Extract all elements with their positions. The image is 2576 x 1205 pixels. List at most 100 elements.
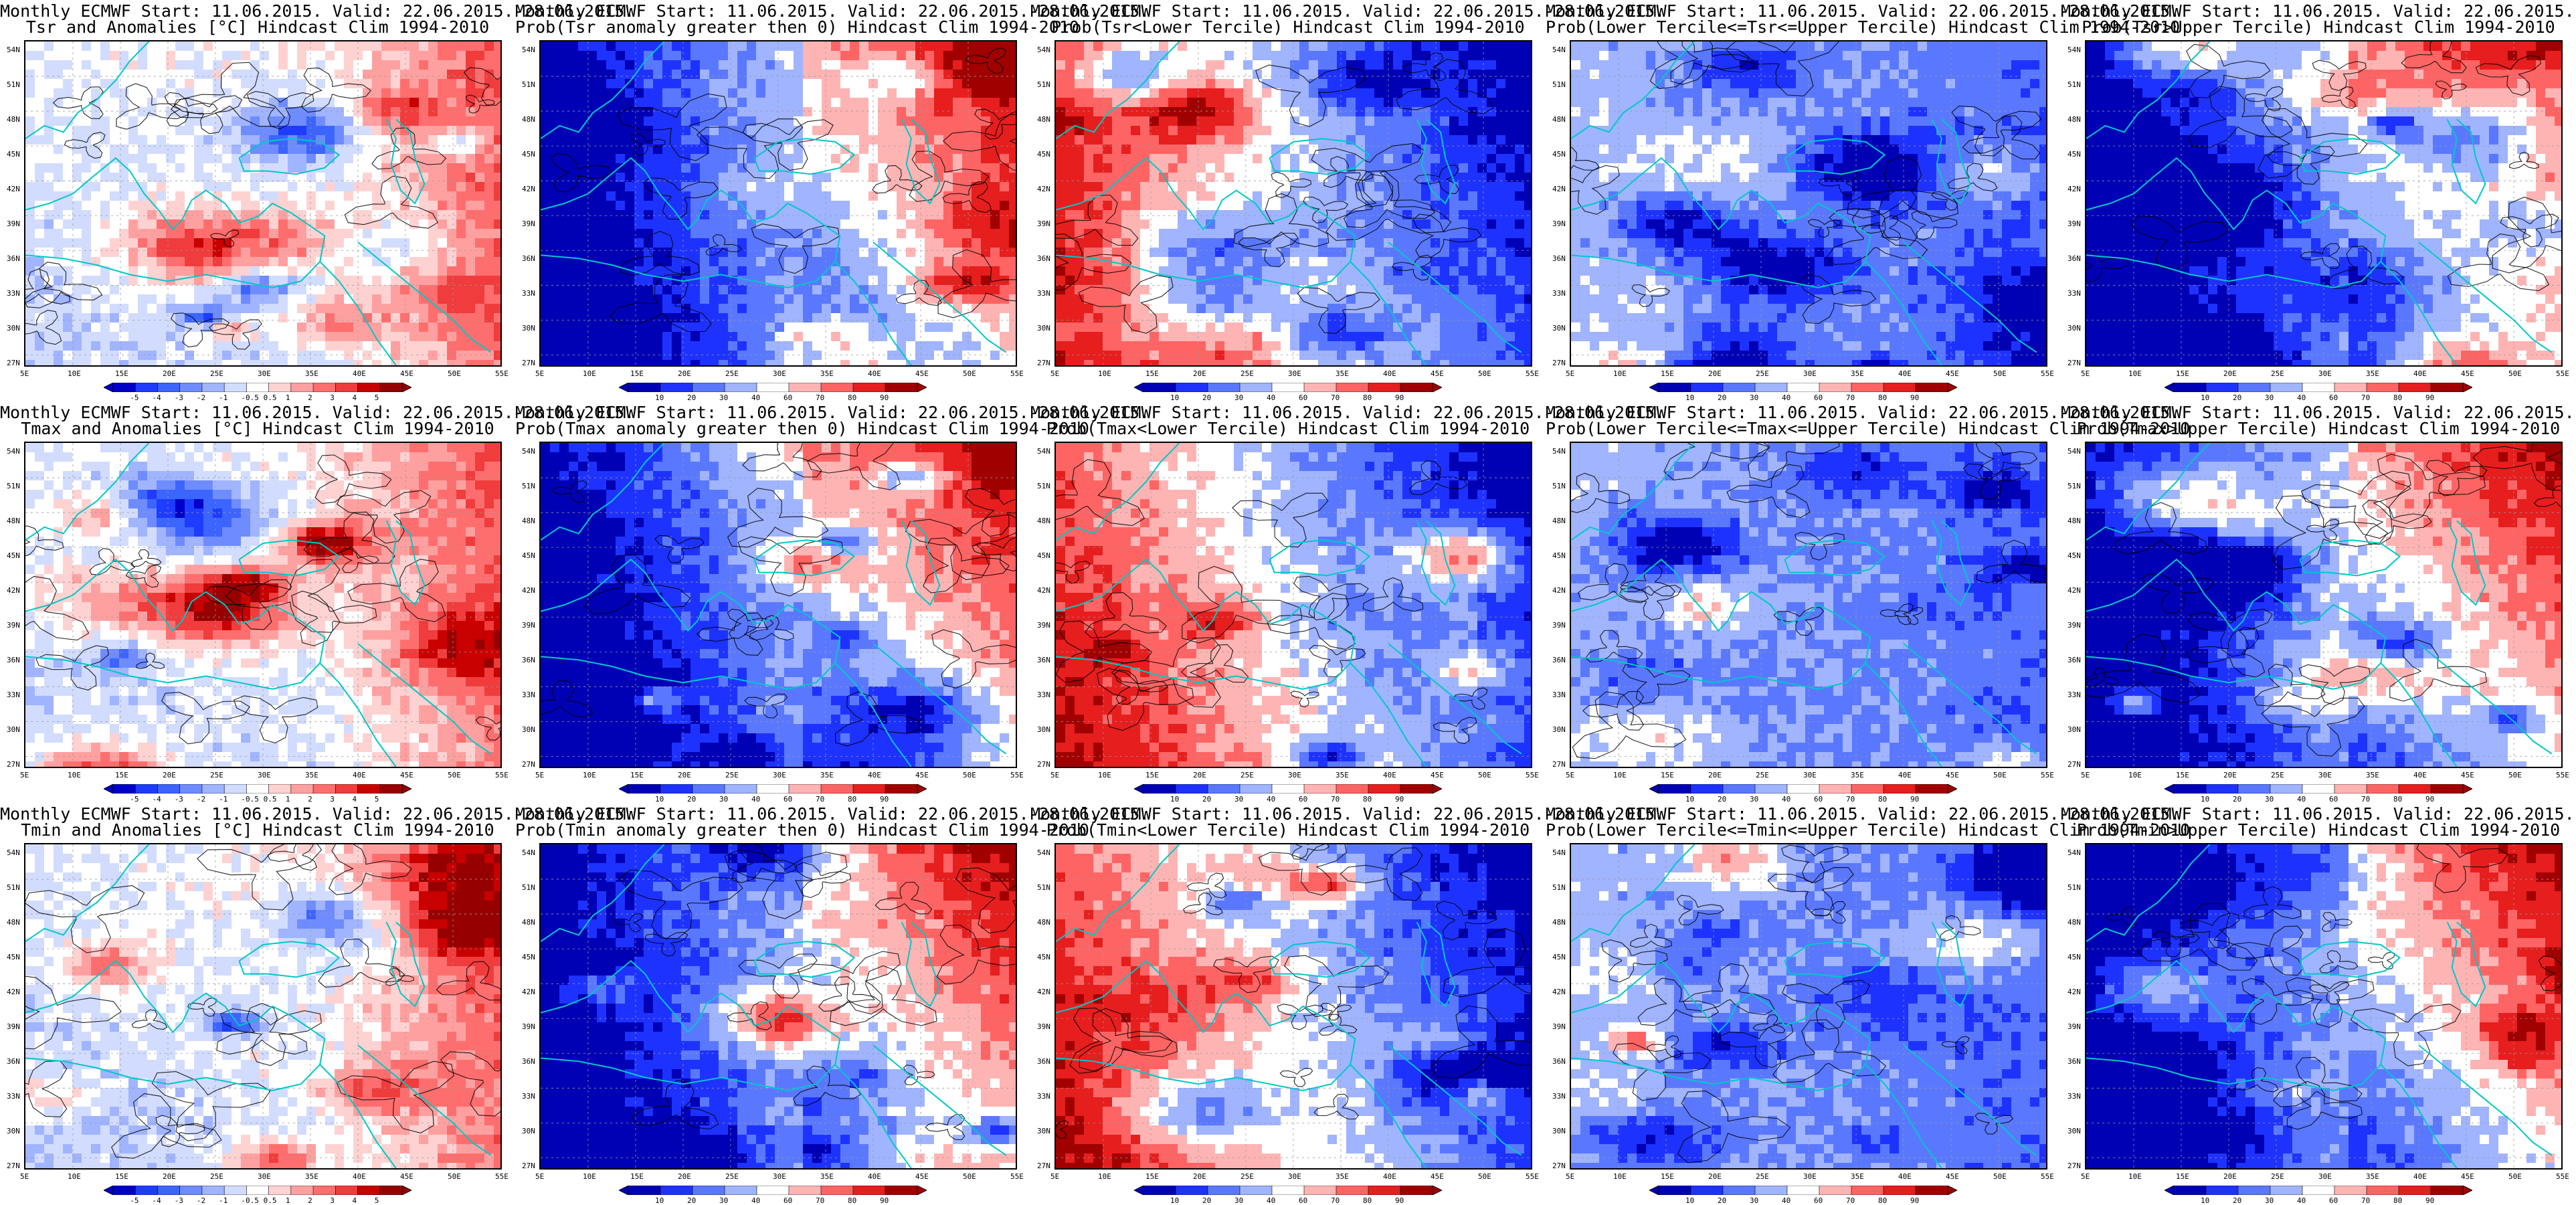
longitude-label: 10E: [1098, 771, 1111, 779]
longitude-label: 50E: [1993, 1172, 2007, 1181]
map-field: [2085, 442, 2563, 768]
map-panel: Monthly ECMWF Start: 11.06.2015. Valid: …: [2061, 803, 2576, 1204]
longitude-label: 55E: [2556, 1172, 2569, 1181]
longitude-label: 20E: [678, 1172, 691, 1181]
longitude-label: 5E: [1050, 369, 1059, 378]
colorbar-label: 80: [2393, 1196, 2402, 1205]
colorbar-label: 60: [1814, 1196, 1823, 1205]
latitude-label: 54N: [1552, 447, 1566, 456]
longitude-label: 35E: [1336, 771, 1349, 779]
latitude-label: 27N: [7, 359, 20, 367]
longitude-label: 20E: [163, 771, 176, 779]
latitude-label: 30N: [1552, 1127, 1566, 1135]
longitude-label: 25E: [2271, 369, 2284, 378]
longitude-label: 20E: [1193, 771, 1206, 779]
longitude-label: 15E: [2176, 771, 2189, 779]
colorbar: [1649, 383, 1957, 392]
latitude-label: 33N: [522, 1092, 535, 1101]
longitude-label: 30E: [258, 369, 271, 378]
longitude-label: 20E: [163, 1172, 176, 1181]
latitude-label: 30N: [522, 1127, 535, 1135]
longitude-label: 10E: [1098, 1172, 1111, 1181]
longitude-label: 15E: [1661, 369, 1674, 378]
longitude-label: 45E: [400, 369, 413, 378]
panel-title-line2: Prob(Tsr anomaly greater then 0) Hindcas…: [515, 19, 1030, 36]
longitude-label: 15E: [115, 771, 128, 779]
longitude-label: 30E: [773, 1172, 786, 1181]
colorbar-label: 20: [2233, 1196, 2241, 1205]
colorbar-label: 10: [1685, 1196, 1694, 1205]
latitude-label: 54N: [1037, 447, 1050, 456]
colorbar: [619, 383, 927, 392]
longitude-label: 25E: [210, 771, 223, 779]
longitude-label: 45E: [1946, 1172, 1959, 1181]
longitude-label: 10E: [583, 1172, 596, 1181]
longitude-label: 55E: [1010, 369, 1024, 378]
latitude-label: 48N: [522, 517, 535, 525]
colorbar-label: 10: [2201, 1196, 2209, 1205]
latitude-label: 27N: [2067, 1162, 2081, 1170]
latitude-label: 45N: [7, 953, 20, 961]
latitude-label: 51N: [1552, 80, 1566, 89]
longitude-label: 20E: [163, 369, 176, 378]
map-field: [2085, 843, 2563, 1170]
longitude-label: 5E: [2081, 369, 2090, 378]
latitude-label: 39N: [2067, 219, 2081, 228]
latitude-label: 54N: [1552, 848, 1566, 857]
longitude-label: 25E: [1240, 771, 1254, 779]
map-field: [24, 442, 502, 768]
longitude-label: 15E: [2176, 369, 2189, 378]
latitude-label: 51N: [2067, 482, 2081, 490]
colorbar-label: 30: [1750, 1196, 1758, 1205]
map-field: [24, 843, 502, 1170]
latitude-label: 36N: [522, 254, 535, 263]
longitude-label: 15E: [1145, 369, 1159, 378]
latitude-label: 54N: [7, 848, 20, 857]
longitude-label: 50E: [1993, 771, 2007, 779]
latitude-label: 27N: [1552, 760, 1566, 769]
longitude-label: 55E: [2556, 771, 2569, 779]
latitude-label: 30N: [7, 324, 20, 333]
latitude-label: 39N: [1552, 219, 1566, 228]
colorbar-label: 20: [1202, 1196, 1211, 1205]
longitude-label: 40E: [1383, 771, 1396, 779]
latitude-label: 30N: [1037, 324, 1050, 333]
colorbar-label: 60: [1299, 1196, 1307, 1205]
longitude-label: 30E: [2318, 771, 2332, 779]
colorbar: [104, 1186, 411, 1195]
latitude-label: 36N: [1037, 656, 1050, 664]
colorbar-label: 90: [2425, 1196, 2434, 1205]
latitude-label: 51N: [1552, 883, 1566, 892]
map-field: [539, 40, 1017, 367]
latitude-label: 54N: [2067, 447, 2081, 456]
colorbar-label: 70: [1846, 1196, 1855, 1205]
latitude-label: 54N: [7, 45, 20, 54]
longitude-label: 10E: [1613, 369, 1627, 378]
latitude-label: 42N: [2067, 988, 2081, 996]
map-panel: Monthly ECMWF Start: 11.06.2015. Valid: …: [0, 401, 515, 803]
longitude-label: 30E: [2318, 369, 2332, 378]
map-panel: Monthly ECMWF Start: 11.06.2015. Valid: …: [1030, 803, 1546, 1204]
latitude-label: 51N: [1037, 80, 1050, 89]
longitude-label: 10E: [1613, 771, 1627, 779]
longitude-label: 35E: [2366, 369, 2379, 378]
longitude-label: 45E: [1431, 1172, 1444, 1181]
longitude-label: 15E: [2176, 1172, 2189, 1181]
latitude-label: 45N: [1037, 150, 1050, 159]
latitude-label: 48N: [7, 517, 20, 525]
latitude-label: 30N: [7, 1127, 20, 1135]
latitude-label: 30N: [522, 324, 535, 333]
latitude-label: 48N: [2067, 115, 2081, 124]
colorbar: [1134, 383, 1442, 392]
longitude-label: 25E: [1240, 369, 1254, 378]
longitude-label: 40E: [1898, 1172, 1912, 1181]
longitude-label: 20E: [2223, 771, 2237, 779]
latitude-label: 33N: [1552, 1092, 1566, 1101]
longitude-label: 55E: [2041, 1172, 2054, 1181]
latitude-label: 51N: [522, 482, 535, 490]
longitude-label: 45E: [915, 771, 929, 779]
latitude-label: 36N: [2067, 1057, 2081, 1066]
latitude-label: 42N: [522, 185, 535, 193]
longitude-label: 20E: [2223, 1172, 2237, 1181]
map-panel: Monthly ECMWF Start: 11.06.2015. Valid: …: [1546, 0, 2061, 401]
